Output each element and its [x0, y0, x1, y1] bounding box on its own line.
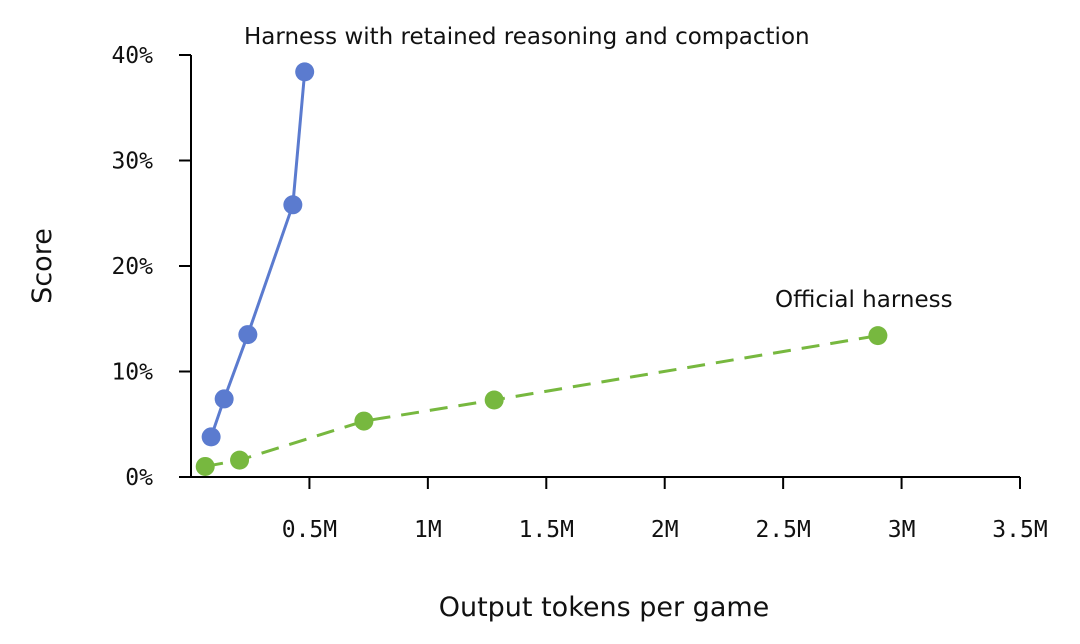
x-tick-label: 1M	[414, 517, 442, 543]
labels: Output tokens per game Score Harness wit…	[27, 24, 953, 623]
x-tick-label: 0.5M	[282, 517, 337, 543]
series-0-point	[214, 389, 234, 409]
x-tick-label: 1.5M	[519, 517, 574, 543]
series-1-point	[868, 326, 888, 346]
y-tick-label: 10%	[111, 360, 153, 386]
series-0-point	[201, 427, 221, 447]
series-0-point	[283, 195, 303, 215]
y-tick-label: 20%	[111, 254, 153, 280]
axes	[190, 55, 1020, 478]
y-tick-label: 40%	[111, 43, 153, 69]
series-0-point	[295, 62, 315, 82]
y-tick-label: 0%	[125, 465, 153, 491]
x-tick-label: 2M	[651, 517, 679, 543]
x-tick-label: 3.5M	[992, 517, 1047, 543]
series-line-1	[204, 334, 879, 468]
series-1-point	[354, 411, 374, 431]
y-axis-title: Score	[27, 228, 58, 304]
series-layer	[195, 62, 888, 476]
series-1-point	[195, 456, 215, 476]
series-label-harness-retained: Harness with retained reasoning and comp…	[244, 24, 810, 50]
x-tick-label: 2.5M	[755, 517, 810, 543]
x-axis-title: Output tokens per game	[439, 592, 770, 623]
ticks: 0% 10% 20% 30% 40% 0.5M 1M 1.5M 2M 2.5M 3M 3.5M	[111, 43, 1047, 543]
y-tick-label: 30%	[111, 149, 153, 175]
x-tick-label: 3M	[888, 517, 916, 543]
series-1-point	[230, 450, 250, 470]
series-1-point	[484, 390, 504, 410]
series-0-point	[238, 325, 258, 345]
series-label-official-harness: Official harness	[775, 287, 953, 313]
series-line-0	[209, 71, 307, 438]
